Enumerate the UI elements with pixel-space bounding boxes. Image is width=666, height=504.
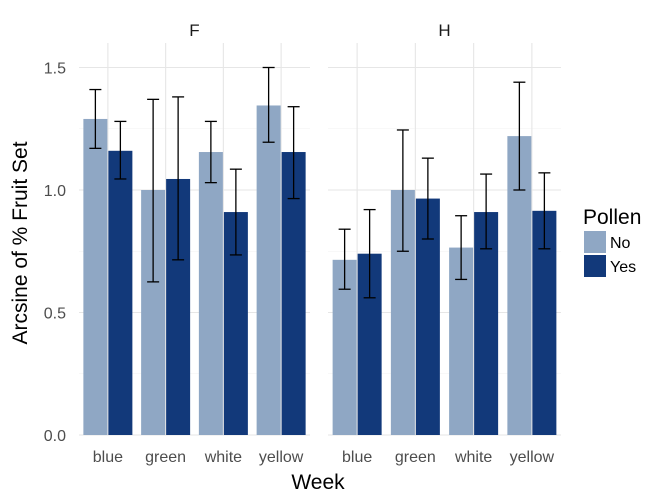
facet-label-F: F bbox=[189, 21, 199, 40]
x-tick-label-green: green bbox=[145, 449, 186, 466]
x-tick-label-yellow: yellow bbox=[510, 449, 555, 466]
labels-layer: Arcsine of % Fruit Set Week F H 0.0 0.5 1.0 1… bbox=[9, 21, 555, 494]
error-bar-H-blue-No bbox=[338, 228, 351, 290]
error-bar-F-white-Yes bbox=[229, 168, 242, 256]
error-bar-F-yellow-No bbox=[262, 66, 275, 143]
legend-key-No bbox=[584, 231, 606, 253]
x-tick-label-green: green bbox=[395, 449, 436, 466]
x-tick-label-yellow: yellow bbox=[259, 449, 304, 466]
error-bar-H-yellow-Yes bbox=[538, 172, 551, 250]
bar-F-yellow-No bbox=[256, 105, 281, 435]
error-bar-F-blue-Yes bbox=[114, 120, 127, 180]
x-axis-title: Week bbox=[291, 471, 345, 494]
error-bar-H-white-Yes bbox=[480, 173, 493, 250]
y-tick-label: 0.0 bbox=[44, 428, 66, 445]
error-bar-F-green-No bbox=[147, 98, 160, 283]
y-tick-label: 0.5 bbox=[44, 306, 66, 323]
legend-title: Pollen bbox=[583, 206, 641, 229]
y-tick-label: 1.5 bbox=[44, 61, 66, 78]
y-tick-label: 1.0 bbox=[44, 183, 66, 200]
errorbars-layer bbox=[89, 66, 551, 299]
bar-F-white-No bbox=[198, 152, 223, 435]
error-bar-F-yellow-Yes bbox=[287, 106, 300, 200]
error-bar-H-yellow-No bbox=[513, 81, 526, 191]
legend-key-Yes bbox=[584, 255, 606, 277]
y-axis-title: Arcsine of % Fruit Set bbox=[9, 141, 32, 344]
bars-layer bbox=[83, 105, 557, 436]
legend: Pollen No Yes bbox=[583, 206, 641, 277]
x-tick-label-white: white bbox=[204, 449, 242, 466]
facet-label-H: H bbox=[438, 21, 450, 40]
x-tick-label-blue: blue bbox=[93, 449, 123, 466]
legend-label-Yes: Yes bbox=[610, 259, 636, 276]
error-bar-H-green-Yes bbox=[421, 157, 434, 240]
x-tick-label-blue: blue bbox=[342, 449, 372, 466]
error-bar-H-green-No bbox=[396, 129, 409, 252]
x-tick-label-white: white bbox=[454, 449, 492, 466]
bar-F-blue-No bbox=[83, 118, 108, 435]
error-bar-H-blue-Yes bbox=[363, 208, 376, 299]
error-bar-H-white-No bbox=[455, 215, 468, 281]
bar-F-blue-Yes bbox=[108, 150, 133, 436]
error-bar-F-green-Yes bbox=[172, 96, 185, 261]
error-bar-F-white-No bbox=[204, 120, 217, 184]
legend-label-No: No bbox=[610, 235, 631, 252]
error-bar-F-blue-No bbox=[89, 88, 102, 150]
